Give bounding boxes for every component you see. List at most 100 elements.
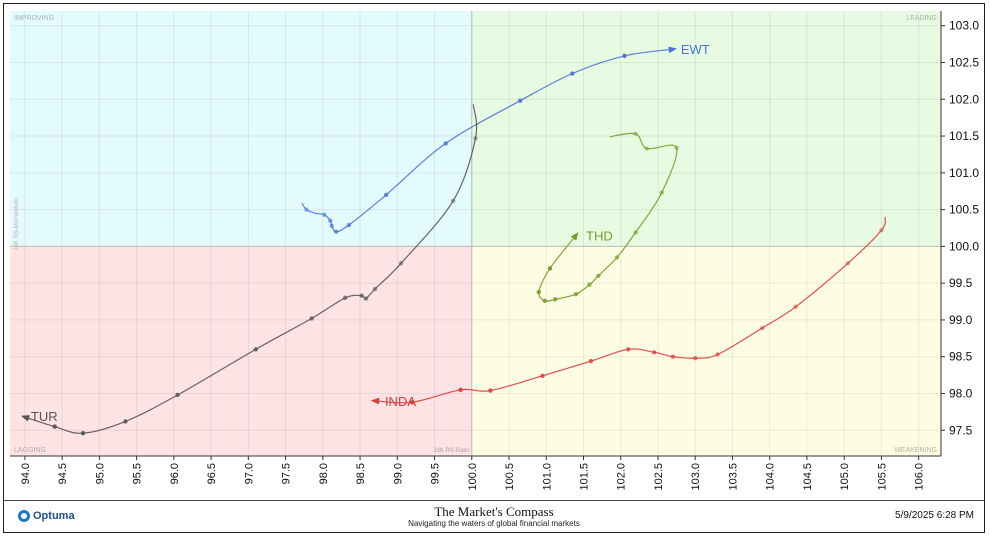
optuma-logo-text: Optuma [33,510,75,522]
x-tick-label: 98.5 [355,463,367,484]
brand-tagline: Navigating the waters of global financia… [408,519,580,528]
y-tick-label: 99.5 [949,276,973,290]
data-point-tur [342,295,348,301]
data-point-inda [879,227,884,233]
data-point-ewt [346,222,352,228]
y-tick-label: 98.5 [949,350,973,364]
x-tick-label: 96.5 [206,463,218,484]
x-tick-label: 105.5 [876,463,888,491]
x-tick-label: 105.0 [839,463,851,491]
data-point-ewt [334,229,339,234]
data-point-ewt [443,141,448,146]
quadrant-improving [10,11,472,247]
data-point-thd [587,282,592,287]
data-point-thd [536,289,542,295]
brand: The Market's Compass Navigating the wate… [4,504,984,528]
series-inda: INDA [370,216,886,409]
x-tick-label: 94.0 [20,463,32,484]
data-point-inda [845,261,851,266]
y-tick-label: 102.5 [949,55,979,69]
data-point-thd [596,273,601,278]
series-label-thd: THD [586,228,613,243]
x-tick-label: 100.0 [467,463,479,491]
data-point-thd [644,146,650,151]
data-point-tur [473,136,478,141]
data-point-thd [633,131,638,137]
data-point-tur [398,261,404,266]
quadrant-label-improving: IMPROVING [14,15,54,22]
data-point-inda [625,347,631,352]
x-tick-label: 101.0 [541,463,553,491]
x-tick-label: 99.0 [392,463,404,484]
data-point-tur [363,296,369,301]
x-tick-label: 103.0 [690,463,702,491]
footer: Optuma The Market's Compass Navigating t… [4,500,984,533]
x-tick-label: 97.0 [243,463,255,484]
quadrant-lagging [10,246,472,456]
series-ewt: EWT [301,42,710,234]
data-point-tur [52,424,57,429]
data-point-tur [372,286,378,292]
data-point-tur [359,293,364,298]
data-point-tur [80,430,86,436]
data-point-tur [123,419,128,424]
data-point-tur [175,392,180,398]
x-axis-label: JdK RS-Ratio [433,448,470,454]
data-point-thd [614,255,620,260]
x-tick-label: 102.0 [616,463,628,491]
x-tick-label: 98.0 [318,463,330,484]
y-tick-label: 100.0 [949,239,979,253]
y-axis: 97.5 98.0 98.5 99.0 99.5 100.0 100.5 101.0 101.5… [941,19,979,437]
data-point-inda [670,354,676,359]
data-point-ewt [517,98,523,103]
optuma-logo: Optuma [18,510,75,522]
data-point-ewt [322,212,327,217]
quadrant-label-leading: LEADING [906,15,937,22]
data-point-inda [652,350,657,355]
data-point-inda [715,352,720,357]
optuma-logo-icon [18,510,30,522]
x-tick-label: 100.5 [504,463,516,491]
data-point-ewt [304,207,309,212]
data-point-thd [547,266,553,271]
timestamp: 5/9/2025 6:28 PM [895,510,974,521]
y-axis-label: JdK RS-Momentum [14,198,20,250]
x-tick-label: 101.5 [578,463,590,491]
data-point-ewt [570,71,575,76]
x-tick-label: 97.5 [281,463,293,484]
x-tick-label: 96.0 [169,463,181,484]
data-point-thd [633,230,638,235]
x-tick-label: 95.5 [132,463,144,484]
data-point-thd [542,298,547,304]
data-point-inda [409,400,415,405]
data-point-tur [309,316,314,321]
data-point-tur [450,198,456,203]
series-thd: THD [536,131,679,304]
data-point-thd [674,145,679,151]
data-point-ewt [622,53,627,59]
x-axis: 94.0 94.5 95.0 95.5 96.0 96.5 97.0 97.5 98.0 98.5… [20,456,926,491]
x-tick-label: 106.0 [914,463,926,491]
data-point-thd [659,190,664,195]
x-tick-label: 102.5 [653,463,665,491]
x-tick-label: 99.5 [430,463,442,484]
y-tick-label: 97.5 [949,423,973,437]
data-point-thd [552,297,558,302]
y-tick-label: 98.0 [949,386,973,400]
quadrant-label-lagging: LAGGING [14,447,46,454]
quadrant-weakening [471,246,941,456]
data-point-inda [693,355,698,361]
series-line-inda [370,216,886,405]
data-point-ewt [329,223,334,228]
series-label-tur: TUR [31,409,58,424]
y-tick-label: 101.5 [949,129,979,143]
series-label-ewt: EWT [681,42,710,57]
data-point-ewt [328,218,333,223]
data-point-inda [488,388,493,393]
series-label-inda: INDA [385,394,416,409]
data-point-inda [458,387,463,393]
brand-title: The Market's Compass [434,504,554,519]
data-point-inda [588,358,594,364]
data-point-inda [793,304,798,309]
y-tick-label: 101.0 [949,166,979,180]
